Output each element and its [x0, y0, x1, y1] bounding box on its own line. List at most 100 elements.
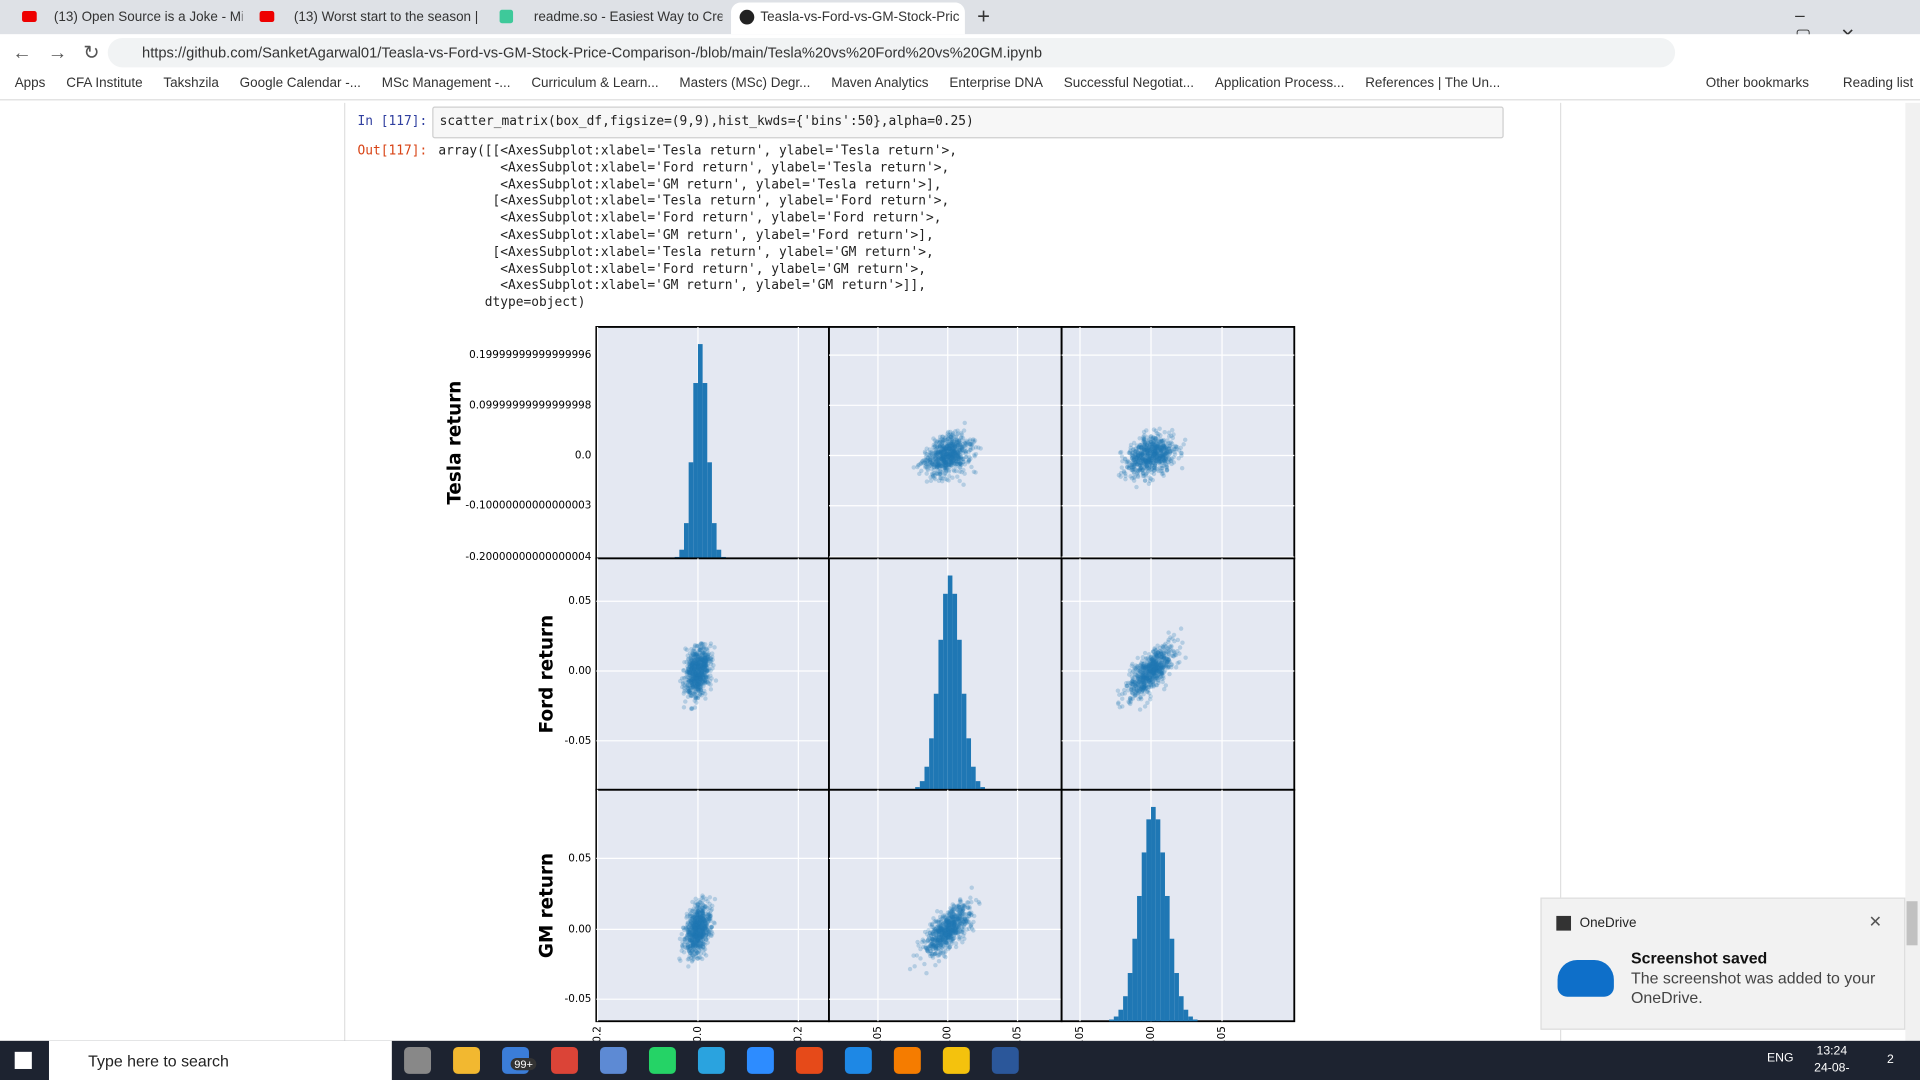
- scatter-point: [923, 464, 928, 470]
- scatter-point: [935, 457, 941, 462]
- app-icon[interactable]: [795, 1046, 823, 1074]
- app-icon[interactable]: [746, 1046, 774, 1074]
- nav-buttons[interactable]: ←→↻: [12, 42, 116, 64]
- scatter-point: [942, 452, 948, 458]
- scatter-point: [948, 434, 953, 440]
- bookmark[interactable]: Reading list: [1842, 75, 1914, 91]
- scatter-point: [929, 461, 935, 466]
- scatter-point: [944, 466, 950, 471]
- bookmark[interactable]: Maven Analytics: [831, 75, 929, 91]
- app-icon[interactable]: [991, 1046, 1019, 1074]
- scatter-point: [1157, 460, 1162, 465]
- scatter-point: [933, 459, 939, 464]
- scatter-point: [1179, 453, 1184, 458]
- scatter-point: [963, 442, 968, 447]
- hist-bar: [943, 593, 948, 790]
- scatter-point: [969, 464, 974, 470]
- scatter-point: [947, 443, 952, 448]
- scatter-point: [961, 467, 966, 473]
- scatter-point: [927, 457, 932, 462]
- app-icon[interactable]: [844, 1046, 872, 1074]
- scatter-point: [928, 463, 933, 468]
- scatter-point: [940, 448, 946, 453]
- scatter-point: [951, 434, 957, 439]
- bookmark[interactable]: CFA Institute: [66, 75, 143, 91]
- scatter-point: [940, 440, 945, 446]
- app-icon[interactable]: [893, 1046, 921, 1074]
- scatter-point: [1136, 696, 1141, 702]
- bookmark[interactable]: References | The Un...: [1365, 75, 1501, 91]
- app-icon[interactable]: [404, 1046, 432, 1074]
- scatter-point: [703, 679, 709, 685]
- scatter-point: [953, 442, 958, 447]
- x-tick-label: -0.05: [872, 1026, 884, 1041]
- scatter-point: [934, 453, 940, 458]
- scatter-point: [708, 927, 713, 933]
- scatter-point: [944, 451, 949, 457]
- scatter-point: [954, 439, 960, 444]
- tab[interactable]: (13) Open Source is a Joke - Mis: [10, 5, 243, 34]
- bookmark[interactable]: Masters (MSc) Degr...: [679, 75, 811, 91]
- hist-bar: [957, 639, 962, 790]
- scatter-point: [945, 431, 950, 436]
- clock[interactable]: 13:24 24-08-2021: [1802, 1043, 1861, 1080]
- notification-count[interactable]: 2: [1886, 1053, 1894, 1067]
- bookmark[interactable]: Takshzila: [163, 75, 219, 91]
- language[interactable]: ENG: [1766, 1051, 1794, 1066]
- scatter-point: [936, 460, 941, 465]
- scatter-point: [946, 429, 951, 435]
- scatter-point: [938, 449, 944, 454]
- bookmark[interactable]: Apps: [14, 75, 46, 91]
- app-icon[interactable]: [551, 1046, 578, 1074]
- scatter-point: [943, 444, 949, 450]
- scatter-point: [963, 451, 969, 456]
- scatter-point: [1147, 661, 1152, 667]
- scrollbar[interactable]: [1905, 102, 1920, 1041]
- scatter-point: [1164, 468, 1170, 473]
- start-button[interactable]: [14, 1051, 32, 1069]
- app-icon[interactable]: [648, 1046, 676, 1074]
- scatter-point: [1143, 656, 1149, 662]
- scatter-point: [954, 432, 960, 437]
- scatter-point: [945, 456, 950, 461]
- bookmark[interactable]: MSc Management -...: [381, 75, 511, 91]
- scatter-point: [932, 457, 938, 462]
- scatter-point: [1151, 427, 1157, 432]
- scatter-point: [1137, 707, 1143, 712]
- bookmark[interactable]: Curriculum & Learn...: [531, 75, 659, 91]
- scatter-point: [1153, 448, 1158, 453]
- bookmark[interactable]: Other bookmarks: [1705, 75, 1810, 91]
- scatter-point: [943, 463, 949, 468]
- scatter-point: [955, 454, 961, 460]
- scatter-point: [931, 916, 936, 921]
- bookmark[interactable]: Successful Negotiat...: [1063, 75, 1195, 91]
- scatter-point: [934, 951, 939, 956]
- new-tab[interactable]: +: [977, 3, 991, 29]
- app-icon[interactable]: [697, 1046, 725, 1074]
- omnibox[interactable]: [107, 37, 1676, 68]
- y-tick-label: 0.00: [568, 665, 591, 677]
- scatter-point: [944, 453, 949, 459]
- scatter-point: [1164, 448, 1169, 453]
- app-icon[interactable]: [453, 1046, 481, 1074]
- tab[interactable]: (13) Worst start to the season | D: [250, 5, 483, 34]
- bookmark[interactable]: Application Process...: [1214, 75, 1345, 91]
- y-tick-label: -0.05: [565, 735, 592, 747]
- toast-close[interactable]: ✕: [1868, 912, 1882, 931]
- app-icon[interactable]: [600, 1046, 627, 1074]
- scatter-point: [967, 441, 973, 447]
- scatter-point: [959, 445, 965, 450]
- scatter-point: [955, 474, 960, 479]
- active-tab[interactable]: Teasla-vs-Ford-vs-GM-Stock-Pric: [731, 2, 965, 35]
- scatter-point: [955, 461, 961, 467]
- tab-title: (13) Open Source is a Joke - Mis: [53, 9, 243, 25]
- bookmark[interactable]: Enterprise DNA: [949, 75, 1043, 91]
- app-icon[interactable]: [942, 1046, 970, 1074]
- code-cell[interactable]: [432, 106, 1504, 139]
- tab[interactable]: readme.so - Easiest Way to Creat: [490, 5, 723, 34]
- scatter-point: [950, 432, 955, 438]
- badge: 99+: [510, 1057, 537, 1071]
- scatter-point: [940, 454, 946, 459]
- scroll-thumb[interactable]: [1906, 901, 1918, 946]
- bookmark[interactable]: Google Calendar -...: [239, 75, 361, 91]
